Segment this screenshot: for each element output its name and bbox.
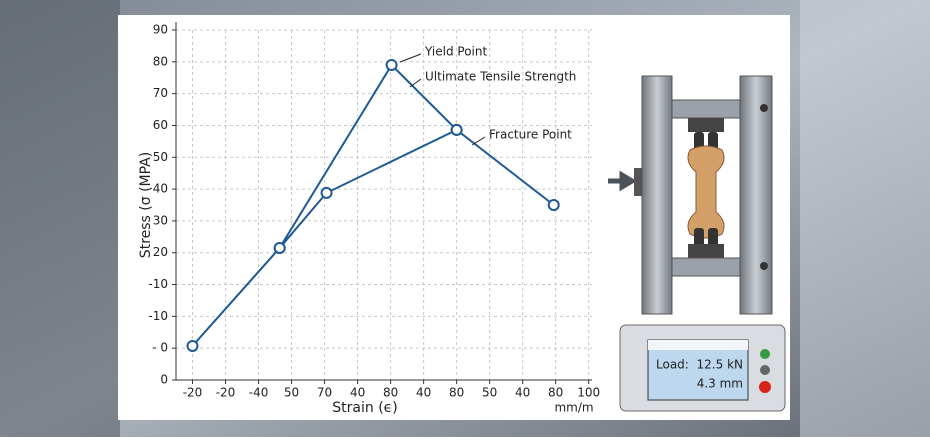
x-tick-label: -20 <box>183 386 203 400</box>
marker <box>450 123 463 136</box>
y-tick-label: 50 <box>153 150 168 164</box>
y-tick-label: 0 <box>160 373 168 387</box>
x-tick-label: 40 <box>416 386 431 400</box>
bolt <box>760 104 768 112</box>
y-tick-label: 30 <box>153 213 168 227</box>
x-tick-label: 80 <box>548 386 563 400</box>
y-tick-label: 70 <box>153 86 168 100</box>
annotation: Ultimate Tensile Strength <box>425 70 576 84</box>
machine <box>608 75 773 315</box>
load-value: 12.5 kN <box>697 358 743 372</box>
plot: 0 - 0 -10 -10 20 30 40 50 60 70 80 90 -20 -20 -40 50 70 4… <box>148 22 600 400</box>
y-tick-label: 90 <box>153 23 168 37</box>
x-tick-label: 50 <box>482 386 497 400</box>
marker <box>320 186 333 199</box>
y-tick-label: 60 <box>153 118 168 132</box>
x-tick-label: 40 <box>515 386 530 400</box>
screen-header <box>648 340 748 350</box>
marker <box>547 199 560 211</box>
load-label: Load: <box>656 358 689 372</box>
y-tick-label: 40 <box>153 182 168 196</box>
x-tick-label: 80 <box>383 386 398 400</box>
annotation-leader <box>409 78 422 88</box>
button <box>760 349 770 359</box>
stop-button <box>759 381 771 393</box>
button <box>760 365 770 375</box>
x-tick-label: 50 <box>284 386 299 400</box>
specimen <box>687 145 725 239</box>
marker <box>186 339 199 352</box>
extension-value: 4.3 mm <box>697 377 743 391</box>
y-axis-label: Stress (σ (MPA) <box>138 152 154 258</box>
x-tick-label: 70 <box>317 386 332 400</box>
controller: Load: 12.5 kN 4.3 mm <box>619 324 786 412</box>
x-tick-label: -40 <box>249 386 269 400</box>
upper-grip <box>688 118 724 132</box>
y-tick-label: 80 <box>153 54 168 68</box>
annotation: Yield Point <box>424 45 487 59</box>
x-axis-label: Strain (ϵ) <box>332 400 397 416</box>
upper-crosshead <box>671 99 741 119</box>
y-tick-label: -10 <box>148 309 168 323</box>
x-unit: mm/m <box>554 401 593 415</box>
x-tick-label: 100 <box>577 386 600 400</box>
lower-grip <box>688 244 724 258</box>
lower-crosshead <box>671 257 741 277</box>
y-tick-label: -10 <box>148 277 168 291</box>
bolt <box>760 262 768 270</box>
marker <box>385 59 398 71</box>
x-tick-label: -20 <box>216 386 236 400</box>
annotation: Fracture Point <box>489 128 572 142</box>
column-right <box>739 75 773 315</box>
background-right <box>800 0 930 437</box>
annotation-leader <box>471 136 486 146</box>
background-left <box>0 0 120 437</box>
annotation-leader <box>399 53 422 63</box>
y-tick-label: 20 <box>153 245 168 259</box>
side-knob <box>634 168 642 196</box>
arrow <box>608 170 637 192</box>
x-tick-label: 40 <box>350 386 365 400</box>
x-tick-label: 80 <box>449 386 464 400</box>
column-left <box>641 75 673 315</box>
y-tick-label: - 0 <box>152 341 168 355</box>
marker <box>273 241 286 254</box>
